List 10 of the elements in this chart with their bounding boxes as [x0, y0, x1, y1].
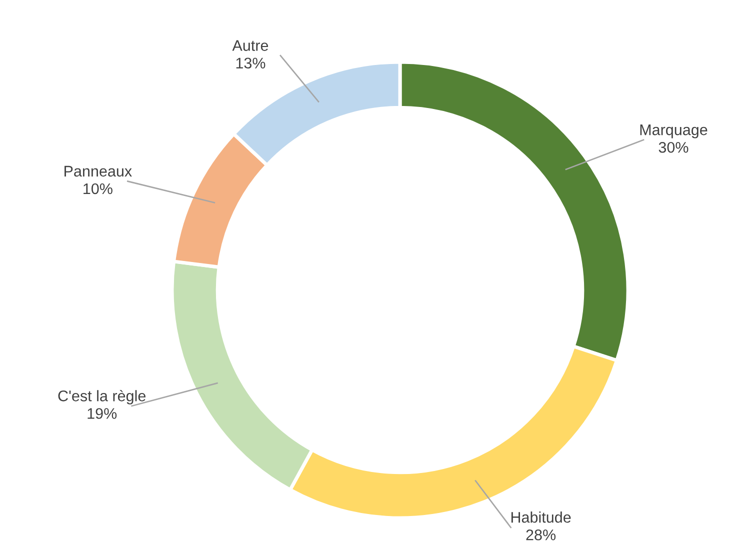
data-label: 19%: [88, 408, 117, 419]
data-label: 13%: [236, 58, 266, 69]
slice-label: Habitude: [511, 512, 571, 523]
slice-label: Panneaux: [64, 166, 132, 177]
slice-label: C'est la règle: [58, 390, 146, 404]
slice-label: Autre: [232, 40, 268, 51]
slice-label: Marquage: [640, 124, 708, 138]
data-label: 10%: [84, 183, 112, 194]
data-label: 30%: [658, 142, 688, 153]
data-label: 28%: [526, 529, 556, 540]
